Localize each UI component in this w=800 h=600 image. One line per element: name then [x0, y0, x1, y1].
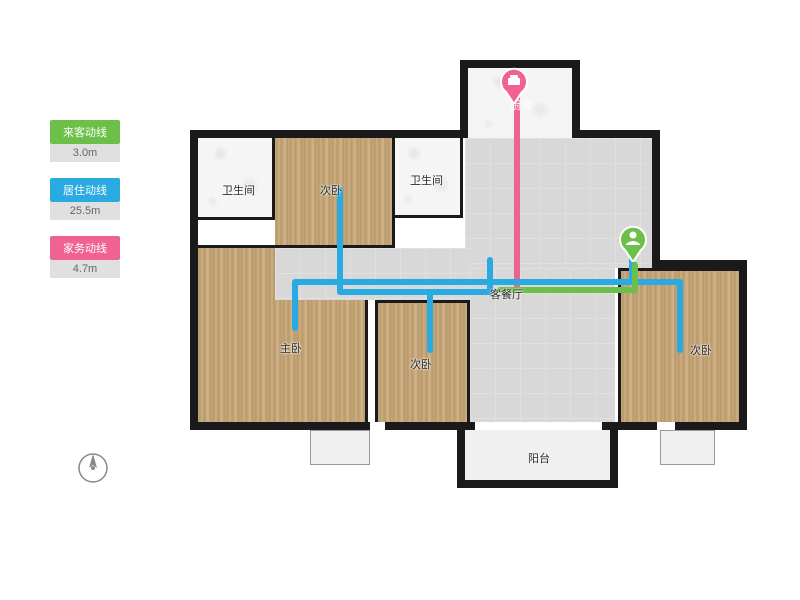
wall	[190, 422, 370, 430]
wall	[460, 60, 468, 138]
label-bedroom-second2: 次卧	[410, 356, 432, 372]
wall	[190, 130, 198, 430]
legend-item-chores: 家务动线 4.7m	[50, 236, 120, 278]
legend: 来客动线 3.0m 居住动线 25.5m 家务动线 4.7m	[50, 120, 120, 294]
kitchen-pot-marker	[499, 66, 529, 104]
compass-icon	[75, 450, 111, 486]
label-bedroom-second1: 次卧	[320, 182, 342, 198]
legend-value: 25.5m	[50, 202, 120, 220]
label-balcony: 阳台	[528, 450, 550, 466]
room-bathroom1	[198, 138, 275, 220]
legend-label: 家务动线	[50, 236, 120, 260]
wall	[610, 422, 618, 488]
legend-value: 4.7m	[50, 260, 120, 278]
legend-label: 来客动线	[50, 120, 120, 144]
legend-label: 居住动线	[50, 178, 120, 202]
label-bedroom-second3: 次卧	[690, 342, 712, 358]
label-bathroom1: 卫生间	[222, 182, 255, 198]
wall	[675, 422, 747, 430]
room-outcrop-left	[310, 430, 370, 465]
room-outcrop-right	[660, 430, 715, 465]
legend-item-visitor: 来客动线 3.0m	[50, 120, 120, 162]
floorplan: 卫生间 次卧 卫生间 厨房 主卧 次卧 客餐厅 次卧 阳台	[180, 60, 760, 530]
wall	[190, 130, 460, 138]
wall	[739, 260, 747, 430]
room-bedroom-second3	[618, 268, 739, 422]
wall	[572, 60, 580, 138]
wall	[652, 130, 660, 260]
label-bedroom-master: 主卧	[280, 340, 302, 356]
label-living-dining: 客餐厅	[490, 286, 523, 302]
label-bathroom2: 卫生间	[410, 172, 443, 188]
room-corridor	[275, 248, 470, 300]
wall	[652, 260, 747, 268]
wall	[457, 422, 465, 488]
legend-value: 3.0m	[50, 144, 120, 162]
entry-person-marker	[618, 224, 648, 262]
wall	[457, 480, 618, 488]
legend-item-living: 居住动线 25.5m	[50, 178, 120, 220]
